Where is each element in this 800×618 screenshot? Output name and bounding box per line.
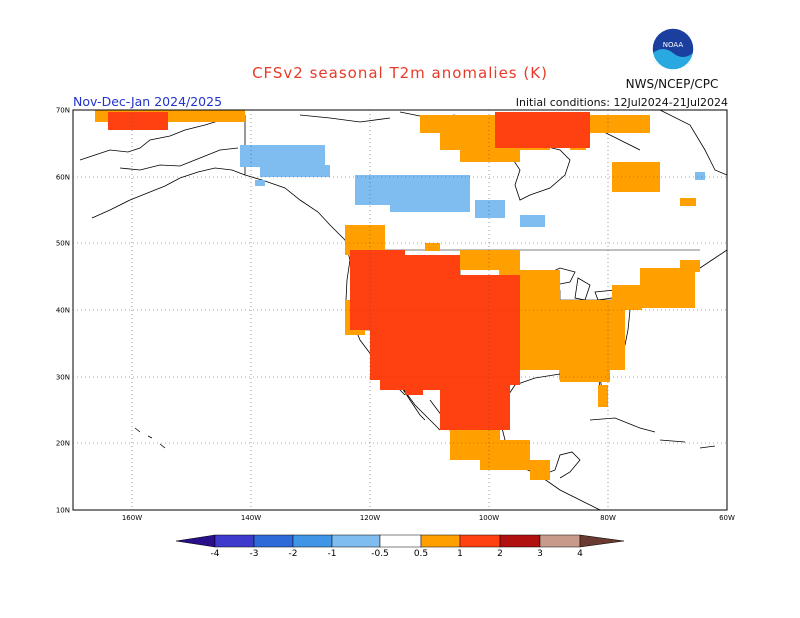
anomaly-cell [108, 112, 168, 130]
anomaly-cell [405, 375, 423, 395]
anomaly-cell [260, 165, 330, 177]
anomaly-cell [570, 118, 590, 130]
legend-swatch [214, 534, 255, 548]
anomaly-cell [680, 198, 696, 206]
anomaly-cell [612, 162, 660, 192]
anomaly-cell [480, 440, 530, 470]
map-content [79, 110, 727, 510]
anomaly-cell [490, 290, 518, 350]
noaa-logo-text: NOAA [663, 41, 684, 49]
legend-tick-label: 0.5 [414, 549, 428, 559]
anomaly-cell [695, 172, 705, 180]
legend-tick-label: -0.5 [371, 549, 389, 559]
legend-swatch [420, 534, 461, 548]
lon-label: 140W [241, 514, 261, 522]
anomaly-cell [640, 268, 695, 308]
legend-swatch [253, 534, 294, 548]
legend-tick-label: -4 [211, 549, 220, 559]
anomaly-cell [460, 250, 520, 270]
lat-label: 10N [56, 507, 70, 515]
graticule [73, 110, 727, 510]
lat-label: 20N [56, 440, 70, 448]
anomaly-cell [680, 260, 700, 272]
anomaly-cell [425, 243, 440, 251]
legend-tick-label: 3 [537, 549, 543, 559]
noaa-logo-icon: NOAA [651, 27, 695, 71]
lon-label: 80W [600, 514, 616, 522]
legend-tick-label: -2 [289, 549, 298, 559]
lon-label: 60W [719, 514, 735, 522]
anomaly-cell [390, 200, 470, 212]
anomaly-cell [530, 460, 550, 480]
lat-label: 70N [56, 107, 70, 115]
anomaly-cell [255, 180, 265, 186]
lat-label: 30N [56, 374, 70, 382]
lat-label: 50N [56, 240, 70, 248]
anomaly-cell [612, 285, 642, 310]
map-title: CFSv2 seasonal T2m anomalies (K) [252, 64, 548, 82]
legend-arrow-low [175, 534, 216, 548]
legend-tick-label: -3 [250, 549, 259, 559]
anomaly-cells [95, 110, 705, 480]
initial-conditions: Initial conditions: 12Jul2024-21Jul2024 [515, 96, 728, 109]
legend-tick-label: 2 [497, 549, 503, 559]
anomaly-cell [560, 360, 610, 382]
anomaly-cell [520, 215, 545, 227]
legend-swatch [379, 534, 422, 548]
legend-swatch [331, 534, 381, 548]
lon-label: 160W [122, 514, 142, 522]
legend-swatch [499, 534, 541, 548]
forecast-period: Nov-Dec-Jan 2024/2025 [73, 94, 223, 109]
latitude-labels: 70N 60N 50N 40N 30N 20N 10N [56, 107, 70, 515]
agency-label: NWS/NCEP/CPC [625, 77, 719, 91]
legend-swatch [539, 534, 581, 548]
legend-swatch [459, 534, 501, 548]
anomaly-cell [475, 200, 505, 218]
legend-tick-label: -1 [328, 549, 337, 559]
lat-label: 40N [56, 307, 70, 315]
anomaly-cell [545, 300, 625, 370]
legend-swatch [292, 534, 333, 548]
anomaly-cell [460, 148, 520, 162]
longitude-labels: 160W 140W 120W 100W 80W 60W [122, 514, 735, 522]
legend-arrow-high [579, 534, 625, 548]
lat-label: 60N [56, 174, 70, 182]
legend-tick-label: 1 [457, 549, 463, 559]
legend-tick-label: 4 [577, 549, 583, 559]
anomaly-cell [240, 145, 325, 167]
anomaly-cell [598, 385, 608, 407]
anomaly-cell [455, 385, 495, 425]
lon-label: 120W [360, 514, 380, 522]
lon-label: 100W [479, 514, 499, 522]
